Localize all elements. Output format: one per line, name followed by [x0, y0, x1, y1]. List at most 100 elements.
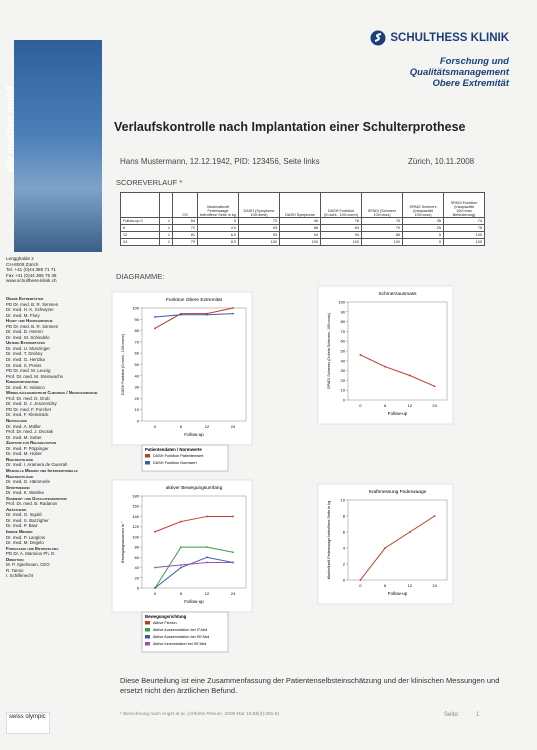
- table-cell: 0: [403, 239, 444, 246]
- legend-label: Aktive Flexion: [153, 621, 177, 625]
- plot-area: [142, 308, 246, 421]
- y-tick-label: 10: [341, 498, 346, 503]
- data-point: [434, 515, 436, 517]
- y-tick-label: 100: [132, 534, 139, 539]
- chart-title: Schmerzausmass: [378, 291, 417, 297]
- header-cell: [160, 193, 173, 218]
- address-line: Tel. +41 (0)44 385 71 71: [6, 267, 57, 273]
- x-axis-label: Follow-up: [388, 411, 408, 416]
- score-table: CSMaximalkraft Federwaage betroffene Sei…: [120, 192, 485, 246]
- y-axis-label: Bewegungsausmass in °: [121, 521, 125, 563]
- table-cell: 75: [362, 218, 403, 225]
- table-cell: 0: [198, 218, 239, 225]
- x-tick-label: 24: [432, 583, 437, 588]
- logo-icon: [370, 30, 386, 46]
- table-cell: 5: [403, 232, 444, 239]
- chart: aktiver Bewegungsumfang02040608010012014…: [112, 480, 252, 658]
- data-point: [232, 307, 234, 309]
- x-tick-label: 12: [205, 591, 210, 596]
- y-tick-label: 90: [341, 309, 346, 314]
- departments: Obere ExtremitätenPD Dr. med. B. R. Simm…: [6, 296, 106, 579]
- data-point: [232, 551, 234, 553]
- table-cell: 8.0: [198, 239, 239, 246]
- data-point: [154, 316, 156, 318]
- y-tick-label: 100: [132, 306, 139, 311]
- table-cell: 35: [403, 218, 444, 225]
- data-point: [154, 567, 156, 569]
- legend-title: Patientendaten / Normwerte: [145, 447, 202, 452]
- y-tick-label: 10: [135, 407, 140, 412]
- date: Zürich, 10.11.2008: [408, 157, 474, 166]
- table-cell: 88: [280, 225, 321, 232]
- data-point: [154, 587, 156, 589]
- logo-text: SCHULTHESS KLINIK: [390, 32, 509, 44]
- table-cell: 25: [403, 225, 444, 232]
- staff: I. Schillknecht: [6, 573, 106, 579]
- y-tick-label: 100: [338, 300, 345, 305]
- y-tick-label: 30: [341, 368, 346, 373]
- table-row: Follow-up 01640724678753574: [121, 218, 485, 225]
- data-point: [232, 562, 234, 564]
- y-tick-label: 20: [135, 396, 140, 401]
- table-cell: 6: [121, 225, 160, 232]
- partner-logo: swiss olympic: [6, 712, 50, 734]
- data-point: [232, 516, 234, 518]
- header-cell: SPADI Funktion (Inkapazität 100=max Behi…: [444, 193, 485, 218]
- subtitle-line: Obere Extremität: [410, 78, 509, 89]
- x-axis-label: Follow-up: [388, 591, 408, 596]
- table-cell: Follow-up 0: [121, 218, 160, 225]
- legend-swatch: [145, 461, 150, 465]
- table-cell: 1: [160, 232, 173, 239]
- header-cell: Maximalkraft Federwaage betroffene Seite…: [198, 193, 239, 218]
- table-row: 121816.0939494865100: [121, 232, 485, 239]
- chart-title: Funktion Obere Extremität: [166, 297, 223, 303]
- table-cell: 72: [173, 225, 198, 232]
- data-point: [180, 546, 182, 548]
- x-tick-label: 24: [231, 424, 236, 429]
- y-tick-label: 90: [135, 317, 140, 322]
- x-axis-label: Follow-up: [184, 432, 204, 437]
- data-point: [206, 546, 208, 548]
- table-cell: 75: [444, 225, 485, 232]
- chart: Funktion Obere Extremität010203040506070…: [112, 292, 252, 477]
- data-point: [232, 313, 234, 315]
- legend-swatch: [145, 635, 150, 639]
- sidebar-photo: Wir machen mobil: [14, 40, 102, 252]
- data-point: [180, 567, 182, 569]
- diagram-heading: DIAGRAMME:: [116, 272, 164, 281]
- score-heading: SCOREVERLAUF *: [116, 178, 182, 187]
- y-tick-label: 20: [341, 378, 346, 383]
- header-cell: SPADI Schmerz (Inkapazität 100=max): [403, 193, 444, 218]
- y-tick-label: 120: [132, 524, 139, 529]
- y-tick-label: 80: [135, 328, 140, 333]
- legend-label: Aktive Innenrotation bei 90°Abd: [153, 642, 206, 646]
- table-cell: 1: [160, 225, 173, 232]
- table-cell: 74: [444, 218, 485, 225]
- table-cell: 93: [239, 232, 280, 239]
- table-cell: 24: [121, 239, 160, 246]
- table-cell: 64: [173, 218, 198, 225]
- chart-title: Kraftmessung Federwaage: [369, 489, 427, 495]
- data-point: [180, 314, 182, 316]
- subtitle-line: Forschung und: [410, 56, 509, 67]
- x-axis-label: Follow-up: [184, 599, 204, 604]
- table-cell: 1: [160, 239, 173, 246]
- legend-swatch: [145, 642, 150, 646]
- partner: swiss olympic: [9, 714, 46, 720]
- data-point: [154, 531, 156, 533]
- legend-label: Aktive Aussenrotation bei 90°Abd: [153, 635, 209, 639]
- logo: SCHULTHESS KLINIK: [370, 30, 509, 46]
- y-axis-label: SPADI Schmerz (0=kein Schmerz, 100=max): [327, 312, 331, 389]
- table-cell: 100: [239, 239, 280, 246]
- slogan: Wir machen mobil: [5, 86, 16, 172]
- table-cell: 79: [173, 239, 198, 246]
- title: Verlaufskontrolle nach Implantation eine…: [114, 120, 465, 134]
- table-row: 61724.0938884792575: [121, 225, 485, 232]
- data-point: [154, 327, 156, 329]
- table-cell: 78: [321, 218, 362, 225]
- footer: Diese Beurteilung ist eine Zusammenfassu…: [120, 676, 520, 695]
- patient: Hans Mustermann, 12.12.1942, PID: 123456…: [120, 157, 320, 166]
